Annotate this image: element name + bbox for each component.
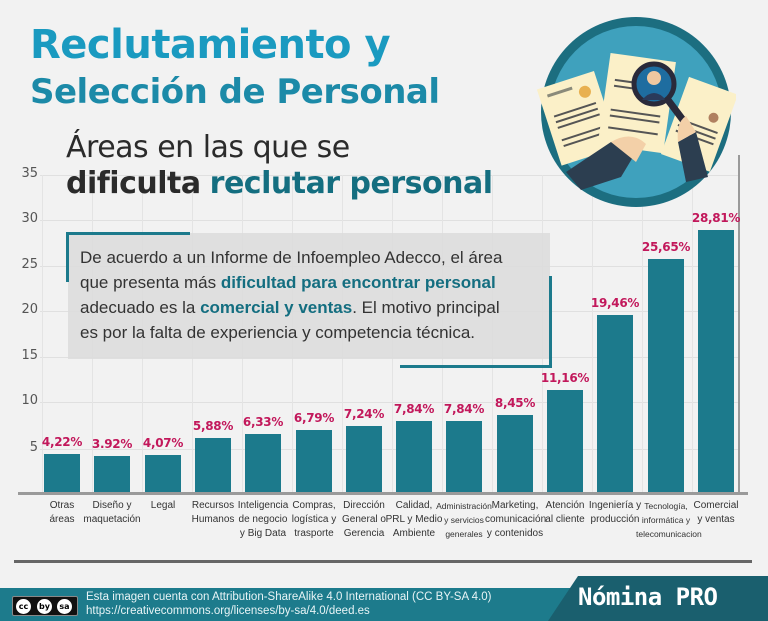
bar xyxy=(245,434,281,492)
recruitment-illustration-icon xyxy=(536,17,736,207)
main-title-line2: Selección de Personal xyxy=(30,72,440,112)
bar-value-label: 28,81% xyxy=(691,211,741,225)
bar-value-label: 7,84% xyxy=(393,402,435,416)
category-label: Ingeniería y producción xyxy=(588,500,642,525)
info-line: De acuerdo a un Informe de Infoempleo Ad… xyxy=(80,248,503,267)
brand-panel xyxy=(548,576,768,621)
category-label: Legal xyxy=(150,500,176,511)
info-highlight: comercial y ventas xyxy=(200,298,353,317)
bar-value-label: 6,79% xyxy=(293,411,335,425)
bar-value-label: 11,16% xyxy=(540,371,590,385)
category-label: Otras áreas xyxy=(49,500,75,525)
category-label: Diseño y maquetación xyxy=(83,500,141,525)
category-label: Inteligencia de negocio y Big Data xyxy=(237,500,289,539)
chart-subtitle: Áreas en las que se dificulta reclutar p… xyxy=(66,130,493,202)
bar xyxy=(346,426,382,492)
y-tick-label: 5 xyxy=(29,440,38,455)
gridline xyxy=(42,175,43,492)
cc-icon: cc xyxy=(16,599,31,614)
license-line: Esta imagen cuenta con Attribution-Share… xyxy=(86,591,492,603)
main-title-line1: Reclutamiento y xyxy=(30,22,391,68)
y-tick-label: 20 xyxy=(21,302,38,317)
bar xyxy=(296,430,332,492)
category-label: Administración y servicios generales xyxy=(436,501,492,539)
subtitle-accent: reclutar personal xyxy=(209,166,493,201)
bar-value-label: 8,45% xyxy=(494,396,536,410)
bar-value-label: 5,88% xyxy=(192,419,234,433)
category-label: Dirección General o Gerencia xyxy=(342,500,386,539)
x-axis-line xyxy=(18,492,748,495)
gridline xyxy=(40,220,740,221)
subtitle-line1: Áreas en las que se xyxy=(66,130,350,165)
y-tick-label: 10 xyxy=(21,393,38,408)
license-url-link[interactable]: https://creativecommons.org/licenses/by-… xyxy=(86,605,370,617)
bar-value-label: 4,22% xyxy=(41,435,83,449)
footer-divider xyxy=(14,560,752,563)
info-plain: . El motivo principal xyxy=(352,298,500,317)
bar xyxy=(195,438,231,492)
category-label: Comercial y ventas xyxy=(693,500,739,525)
category-label: Compras, logística y trasporte xyxy=(291,500,337,539)
info-line: adecuado es la comercial y ventas. El mo… xyxy=(80,295,546,320)
category-label: Calidad, PRL y Medio Ambiente xyxy=(385,500,443,539)
info-plain: adecuado es la xyxy=(80,298,196,317)
info-plain: que presenta más xyxy=(80,273,217,292)
bar-value-label: 25,65% xyxy=(641,240,691,254)
y-tick-label: 35 xyxy=(21,166,38,181)
bar xyxy=(698,230,734,492)
cc-license-badge-icon[interactable]: cc by sa xyxy=(12,596,78,616)
bar xyxy=(145,455,181,492)
info-box xyxy=(68,233,550,359)
bar xyxy=(446,421,482,492)
bar-value-label: 6,33% xyxy=(242,415,284,429)
info-line: es por la falta de experiencia y compete… xyxy=(80,323,476,342)
info-box-corner xyxy=(400,276,552,368)
sa-icon: sa xyxy=(57,599,72,614)
bar xyxy=(648,259,684,492)
subtitle-plain: dificulta xyxy=(66,166,201,201)
info-highlight: dificultad para encontrar personal xyxy=(220,273,496,292)
category-label: Tecnología, informática y telecomunicacion xyxy=(636,501,702,539)
gridline xyxy=(40,402,740,403)
bar-value-label: 7,24% xyxy=(343,407,385,421)
category-label: Marketing, comunicación y contenidos xyxy=(485,500,547,539)
bar-value-label: 7,84% xyxy=(443,402,485,416)
gridline xyxy=(40,175,740,176)
bar xyxy=(597,315,633,492)
bar xyxy=(94,456,130,492)
y-tick-label: 15 xyxy=(21,348,38,363)
subtitle-line2: dificulta reclutar personal xyxy=(66,166,493,202)
gridline xyxy=(692,175,693,492)
gridline xyxy=(592,175,593,492)
y-tick-label: 25 xyxy=(21,257,38,272)
right-axis-line xyxy=(738,155,740,495)
gridline xyxy=(642,175,643,492)
info-box-corner xyxy=(66,232,190,282)
info-line: que presenta más dificultad para encontr… xyxy=(80,270,546,295)
bar xyxy=(497,415,533,492)
info-box-text: De acuerdo a un Informe de Infoempleo Ad… xyxy=(80,245,546,345)
y-tick-label: 30 xyxy=(21,211,38,226)
bar-value-label: 3.92% xyxy=(91,437,133,451)
bar xyxy=(396,421,432,492)
category-label: Atención al cliente xyxy=(545,500,585,525)
bar-value-label: 19,46% xyxy=(590,296,640,310)
category-label: Recursos Humanos xyxy=(191,500,235,525)
bar-value-label: 4,07% xyxy=(142,436,184,450)
license-text: Esta imagen cuenta con Attribution-Share… xyxy=(86,590,492,618)
brand-logo: Nómina PRO xyxy=(578,583,718,611)
bar xyxy=(547,390,583,492)
by-icon: by xyxy=(37,599,52,614)
bar xyxy=(44,454,80,492)
gridline xyxy=(40,449,740,450)
